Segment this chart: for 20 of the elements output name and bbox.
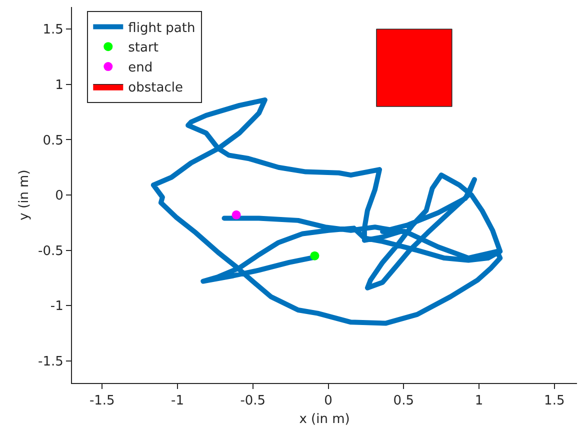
y-tick-label: -0.5 xyxy=(38,244,64,259)
x-tick-label: 0 xyxy=(324,394,332,409)
y-tick-label: -1 xyxy=(50,299,64,314)
x-tick-label: 0.5 xyxy=(393,394,414,409)
y-tick-label: 1 xyxy=(55,78,64,93)
legend-label: start xyxy=(128,40,158,56)
x-tick-label: -0.5 xyxy=(240,394,266,409)
x-tick-label: 1.5 xyxy=(544,394,565,409)
legend-label: end xyxy=(128,60,153,76)
x-tick-label: -1.5 xyxy=(89,394,115,409)
x-axis-title: x (in m) xyxy=(299,412,350,428)
x-tick-label: -1 xyxy=(171,394,184,409)
y-tick-label: 1.5 xyxy=(42,22,64,38)
y-tick-label: -1.5 xyxy=(38,354,64,370)
y-tick-label: 0 xyxy=(55,188,64,204)
y-axis-title: y (in m) xyxy=(16,170,32,220)
legend-label: flight path xyxy=(128,20,196,36)
y-tick-label: 0.5 xyxy=(42,133,64,148)
x-tick-label: 1 xyxy=(474,394,484,409)
legend-label: obstacle xyxy=(128,80,183,96)
